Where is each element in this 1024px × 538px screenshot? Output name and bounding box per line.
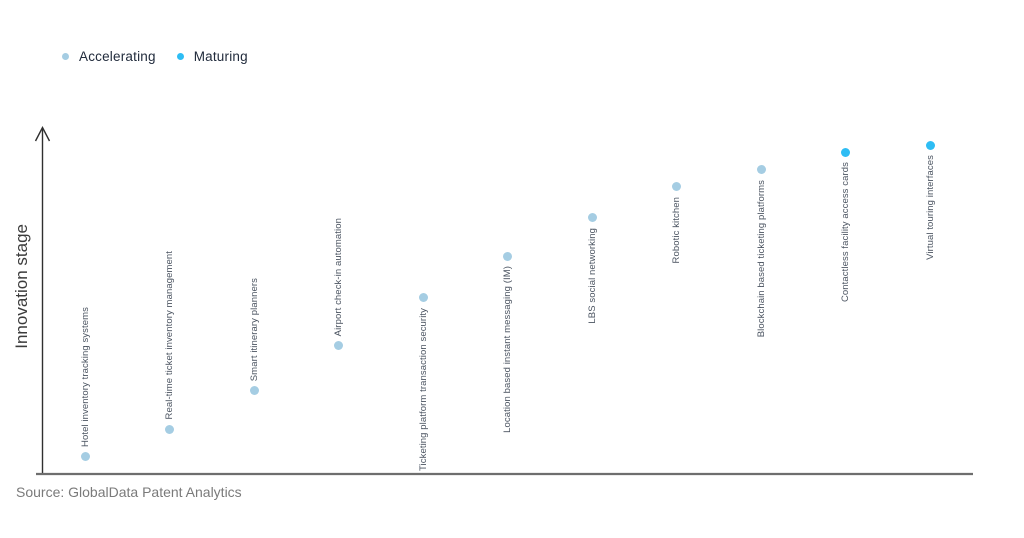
legend-item-accelerating: Accelerating [62, 49, 156, 64]
legend-label-maturing: Maturing [193, 49, 248, 64]
data-point [925, 140, 935, 150]
point-label: Virtual touring interfaces [924, 155, 936, 261]
source-note: Source: GlobalData Patent Analytics [16, 484, 242, 500]
data-point [503, 251, 512, 261]
point-label: Airport check-in automation [333, 217, 344, 336]
data-point [841, 147, 850, 157]
data-point [672, 182, 681, 192]
data-point [249, 386, 259, 396]
point-label: Hotel inventory tracking systems [79, 306, 91, 447]
point-label: Contactless facility access cards [840, 162, 851, 303]
data-point [80, 452, 90, 462]
legend-item-maturing: Maturing [176, 49, 248, 64]
point-label: Real-time ticket inventory management [164, 250, 175, 420]
data-point [587, 213, 597, 223]
point-label: Ticketing platform transaction security [417, 307, 429, 471]
point-label: Location based instant messaging (IM) [502, 266, 513, 433]
point-label: Smart itinerary planners [248, 277, 260, 381]
legend-label-accelerating: Accelerating [79, 49, 156, 64]
legend-dot-maturing-icon [176, 53, 184, 60]
legend-dot-accelerating-icon [62, 53, 69, 60]
y-axis-arrow-icon [34, 125, 51, 142]
chart-legend: Accelerating Maturing [62, 49, 248, 64]
point-label: Robotic kitchen [671, 196, 682, 264]
point-label: Blockchain based ticketing platforms [755, 179, 767, 337]
data-point [756, 165, 766, 175]
data-point [334, 341, 343, 351]
point-label: LBS social networking [586, 227, 598, 324]
data-point [165, 424, 174, 434]
data-point [418, 293, 428, 303]
